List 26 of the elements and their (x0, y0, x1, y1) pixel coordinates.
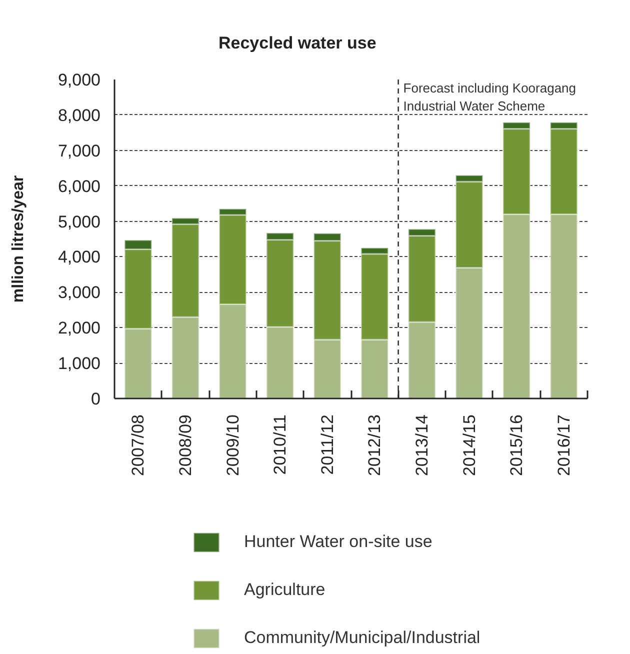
y-tick-label: 9,000 (58, 70, 101, 90)
y-tick-label: 1,000 (58, 354, 101, 374)
x-tick-label: 2009/10 (223, 414, 242, 476)
x-tick-label: 2007/08 (128, 414, 148, 476)
x-tick-label: 2008/09 (176, 414, 195, 476)
y-tick-label: 8,000 (58, 106, 101, 125)
y-tick-label: 6,000 (58, 176, 101, 196)
x-tick-label: 2013/14 (412, 414, 432, 476)
x-tick-label: 2014/15 (460, 414, 479, 476)
x-tick-label: 2011/12 (318, 414, 337, 475)
legend-label: Community/Municipal/Industrial (244, 627, 480, 649)
y-tick-label: 5,000 (58, 212, 101, 232)
x-tick-label: 2012/13 (365, 414, 384, 476)
chart-title: Recycled water use (218, 34, 376, 52)
y-tick-label: 3,000 (58, 283, 101, 302)
y-tick-label: 7,000 (58, 141, 101, 160)
x-tick-label: 2016/17 (554, 414, 574, 476)
x-tick-label: 2015/16 (507, 414, 526, 476)
y-axis-title: mllion litres/year (10, 175, 27, 303)
legend-label: Agriculture (244, 579, 326, 601)
y-tick-label: 4,000 (58, 248, 101, 267)
y-tick-label: 0 (91, 390, 101, 408)
x-tick-label: 2010/11 (270, 414, 290, 475)
ref-line-label: Forecast including Kooragang Industrial Water Scheme (403, 80, 576, 114)
y-tick-label: 2,000 (58, 318, 101, 338)
legend-label: Hunter Water on-site use (244, 531, 432, 553)
